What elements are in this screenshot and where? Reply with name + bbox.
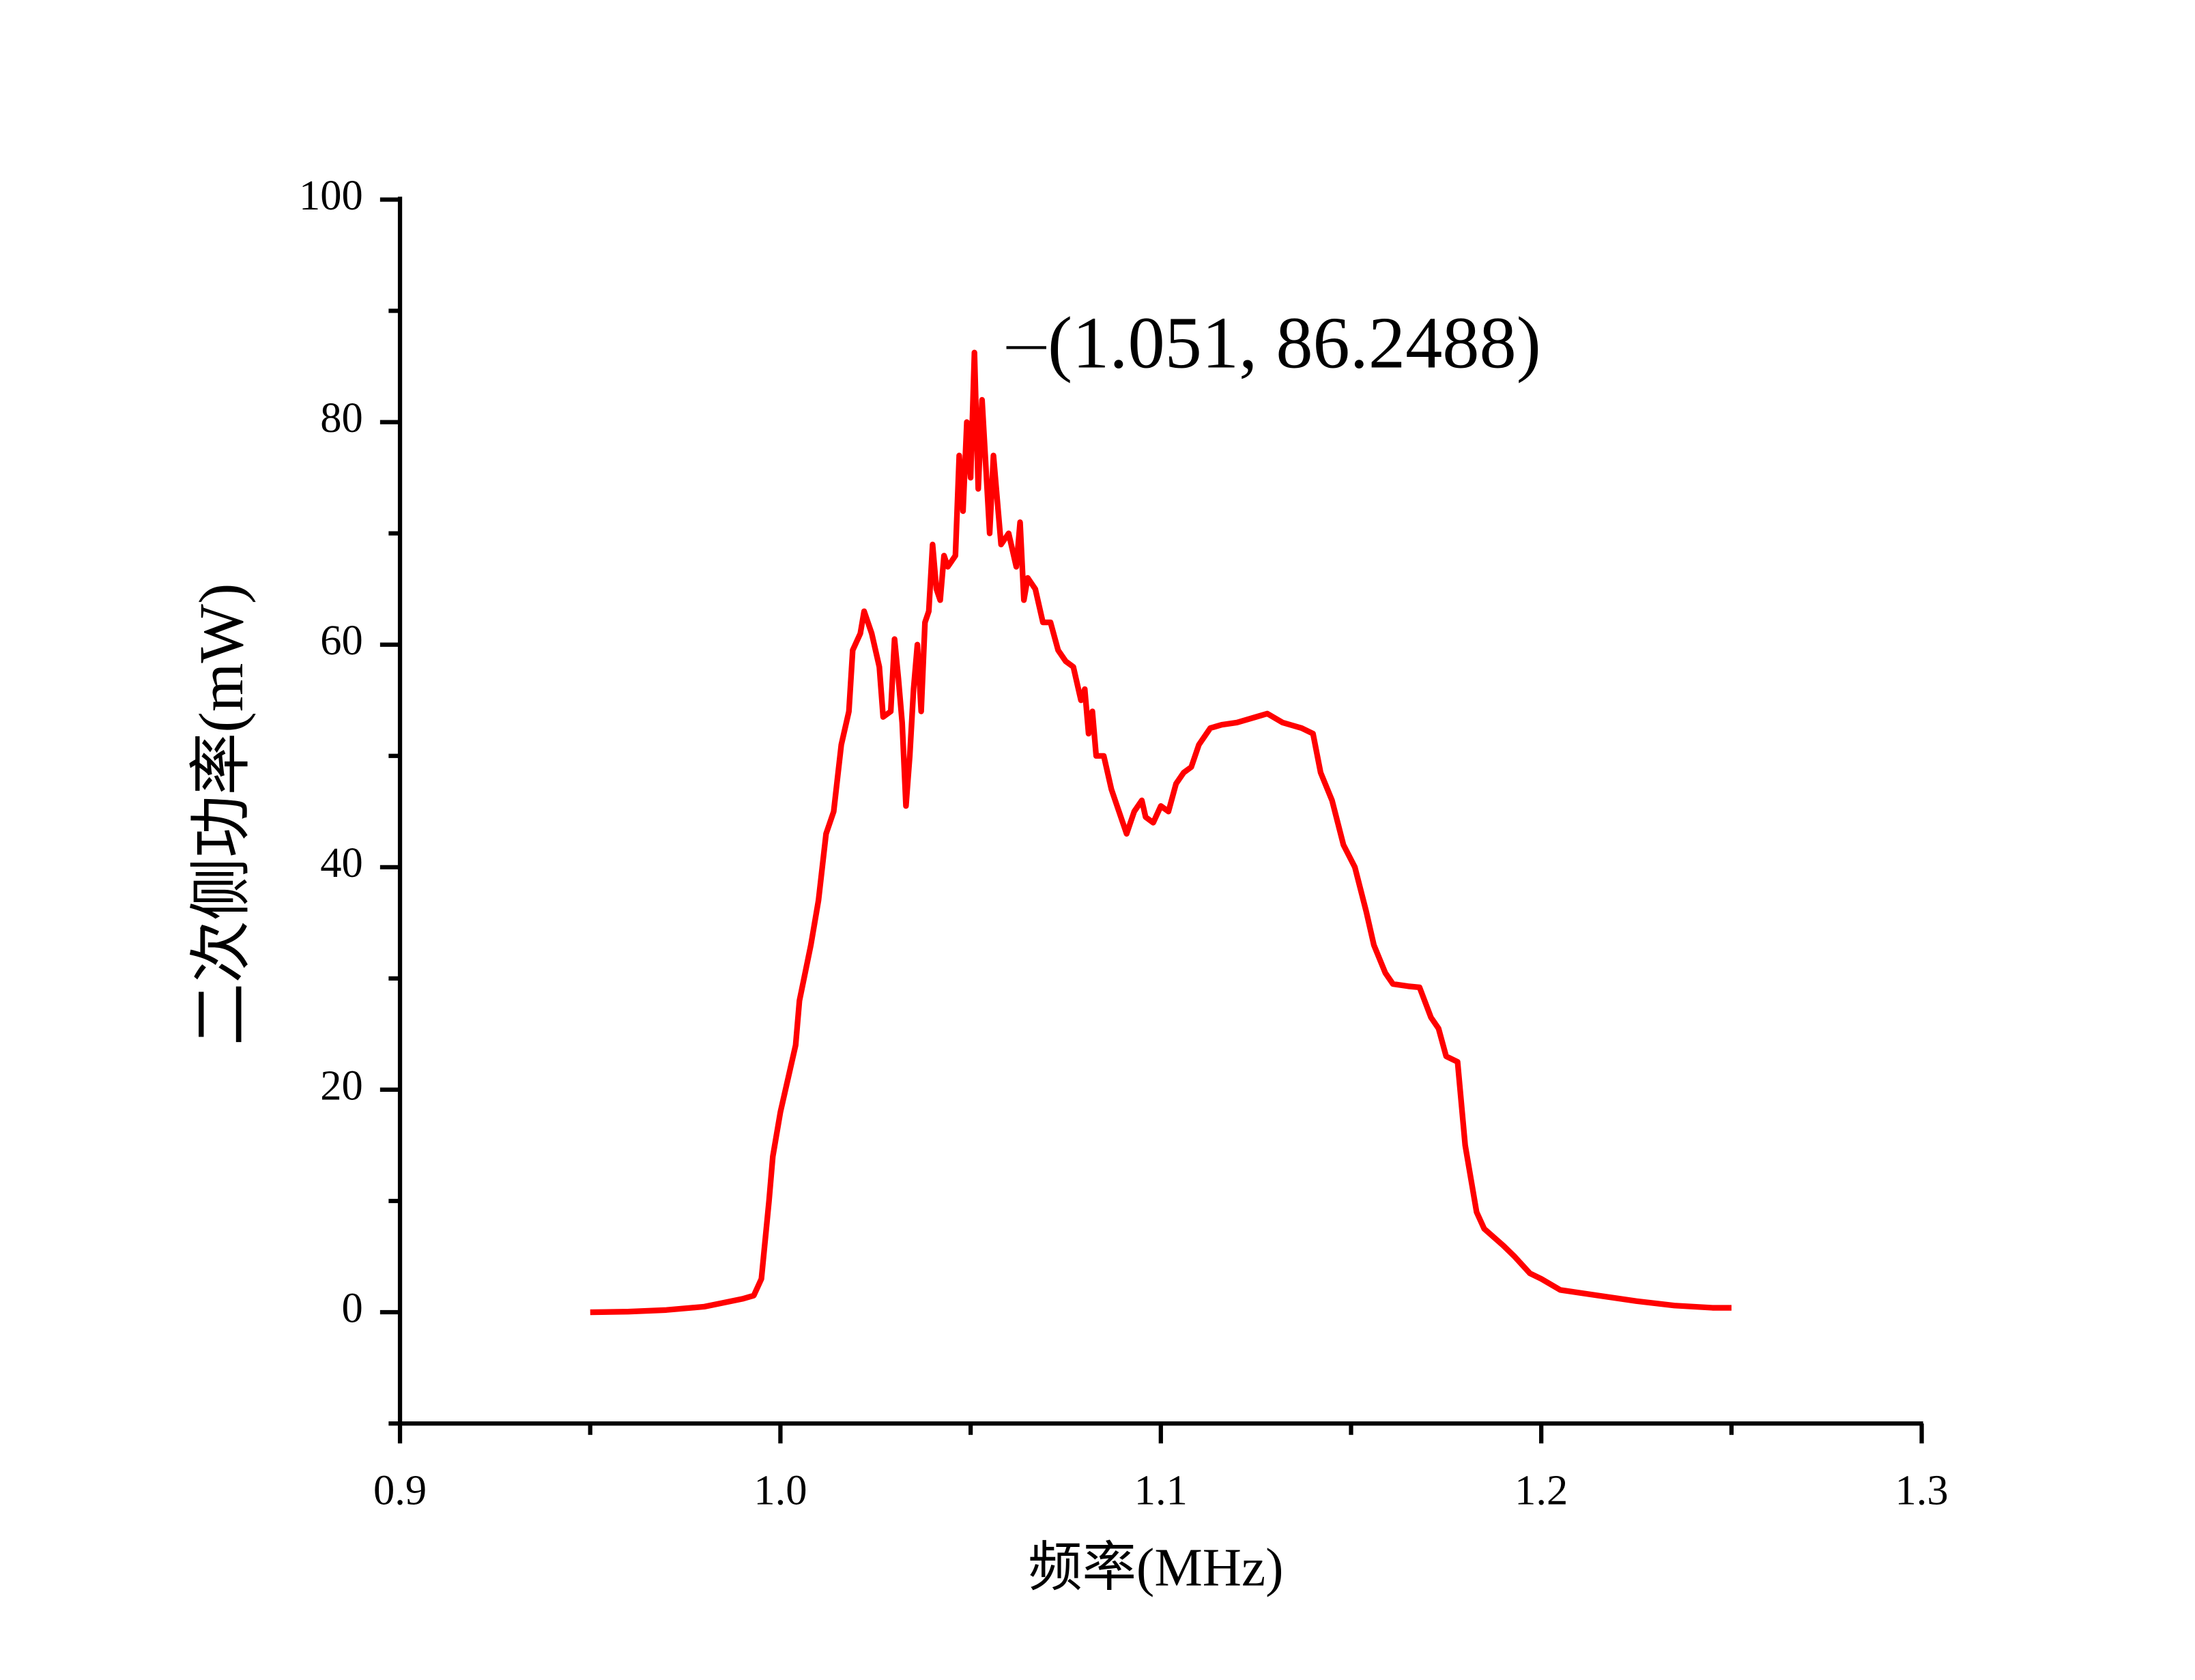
x-tick-label: 1.2	[1515, 1466, 1568, 1514]
x-tick-label: 1.0	[754, 1466, 807, 1514]
y-tick-label: 100	[299, 171, 363, 219]
x-tick-label: 1.3	[1895, 1466, 1948, 1514]
y-tick-label: 60	[320, 616, 363, 664]
annotation: (1.051, 86.2488)	[1048, 302, 1541, 383]
y-tick-label: 20	[320, 1061, 363, 1109]
y-axis-label: 二次侧功率(mW)	[186, 583, 256, 1046]
x-tick-label: 0.9	[373, 1466, 427, 1514]
x-tick-label: 1.1	[1134, 1466, 1188, 1514]
data-line	[590, 349, 1732, 1316]
y-tick-label: 0	[342, 1284, 363, 1331]
x-axis-label: 频率(MHz)	[1028, 1537, 1283, 1597]
y-tick-label: 80	[320, 394, 363, 441]
y-tick-label: 40	[320, 839, 363, 886]
